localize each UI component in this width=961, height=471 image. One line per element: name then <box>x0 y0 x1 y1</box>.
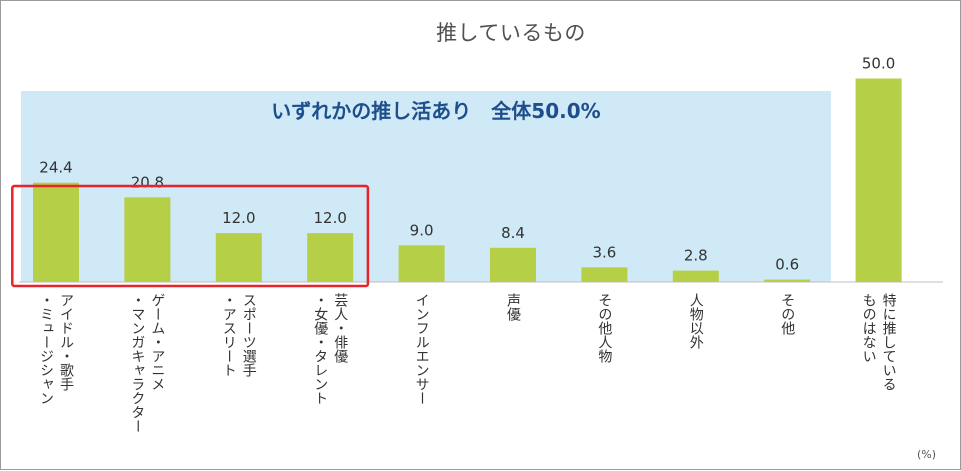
category-label-5: 声優 <box>505 293 521 321</box>
value-label-0: 24.4 <box>39 159 72 177</box>
bar-0 <box>33 182 79 282</box>
chart-title: 推しているもの <box>436 21 586 45</box>
bar-4 <box>398 245 445 282</box>
value-label-1: 20.8 <box>131 173 164 191</box>
value-label-3: 12.0 <box>313 209 346 227</box>
bar-6 <box>581 267 628 282</box>
value-label-7: 2.8 <box>684 247 708 265</box>
bar-5 <box>490 247 536 282</box>
category-label-7: 人物以外 <box>687 293 704 349</box>
value-label-9: 50.0 <box>862 55 895 73</box>
shaded-annotation: いずれかの推し活あり 全体50.0% <box>271 99 600 123</box>
category-label-1: ゲーム・アニメ ・マンガキャラクター <box>129 293 166 433</box>
category-label-2: スポーツ選手 ・アスリート <box>220 293 257 377</box>
category-label-8: その他 <box>779 293 796 335</box>
value-label-5: 8.4 <box>501 224 525 242</box>
bar-9 <box>855 78 902 282</box>
bar-1 <box>124 197 171 282</box>
category-label-4: インフルエンサー <box>413 293 430 405</box>
category-label-9: 特に推している ものはない <box>860 293 897 391</box>
category-label-0: アイドル・歌手 ・ミュージシャン <box>38 293 74 405</box>
category-label-6: その他人物 <box>596 293 613 363</box>
highlight-box <box>11 184 370 288</box>
value-label-6: 3.6 <box>592 243 616 261</box>
bar-3 <box>307 233 354 282</box>
value-label-4: 9.0 <box>410 221 434 239</box>
value-label-8: 0.6 <box>775 256 799 274</box>
unit-label: (%) <box>916 448 936 461</box>
bar-2 <box>215 233 262 282</box>
bar-8 <box>764 279 811 282</box>
category-label-3: 芸人・俳優 ・女優・タレント <box>312 293 349 405</box>
value-label-2: 12.0 <box>222 209 255 227</box>
bar-7 <box>672 270 719 282</box>
